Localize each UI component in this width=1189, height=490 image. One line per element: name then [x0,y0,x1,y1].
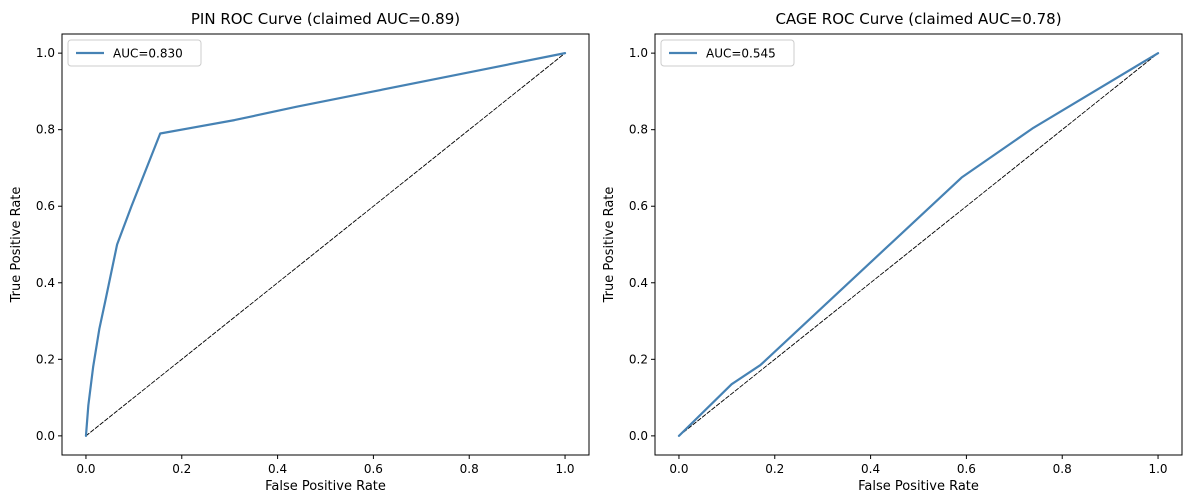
x-tick-label: 1.0 [555,462,574,476]
legend-box [660,39,795,67]
legend: AUC=0.545 [660,39,795,67]
y-tick-label: 0.0 [629,429,648,443]
x-tick-label: 0.0 [669,462,688,476]
x-tick-label: 0.4 [861,462,880,476]
x-tick-label: 0.8 [1053,462,1072,476]
legend-box [67,39,202,67]
roc-curve-line [84,52,567,437]
y-tick-label: 0.2 [36,352,55,366]
legend-label: AUC=0.830 [113,47,183,61]
y-tick-label: 0.6 [36,199,55,213]
x-tick-label: 0.0 [76,462,95,476]
y-tick-label: 0.4 [36,276,55,290]
chance-diagonal-line [85,52,566,437]
plot-frame [654,33,1183,456]
y-tick-label: 0.4 [629,276,648,290]
chart-title: PIN ROC Curve (claimed AUC=0.89) [191,10,460,28]
x-tick-label: 0.4 [268,462,287,476]
plot-frame [61,33,590,456]
legend-label: AUC=0.545 [706,47,776,61]
y-tick-label: 0.8 [36,123,55,137]
y-axis-label: True Positive Rate [9,187,24,304]
x-tick-label: 1.0 [1148,462,1167,476]
y-tick-label: 0.8 [629,123,648,137]
y-tick-label: 1.0 [36,46,55,60]
x-axis-label: False Positive Rate [265,479,386,490]
chart-title: CAGE ROC Curve (claimed AUC=0.78) [775,10,1061,28]
chance-diagonal-line [678,52,1159,437]
x-tick-label: 0.6 [364,462,383,476]
x-tick-label: 0.6 [957,462,976,476]
x-tick-label: 0.2 [765,462,784,476]
y-tick-label: 0.0 [36,429,55,443]
x-tick-label: 0.2 [172,462,191,476]
y-tick-label: 1.0 [629,46,648,60]
y-tick-label: 0.6 [629,199,648,213]
chart-panel-pin: 0.0 0.2 0.4 0.6 0.8 1.0 0.0 0.2 0.4 0.6 0.8 1.0 PIN … [9,10,590,490]
chart-panel-cage: 0.0 0.2 0.4 0.6 0.8 1.0 0.0 0.2 0.4 0.6 0.8 1.0 CAGE… [602,10,1183,490]
x-axis-label: False Positive Rate [858,479,979,490]
y-axis-label: True Positive Rate [602,187,617,304]
x-tick-label: 0.8 [460,462,479,476]
roc-curve-line [677,52,1160,437]
y-tick-label: 0.2 [629,352,648,366]
legend: AUC=0.830 [67,39,202,67]
